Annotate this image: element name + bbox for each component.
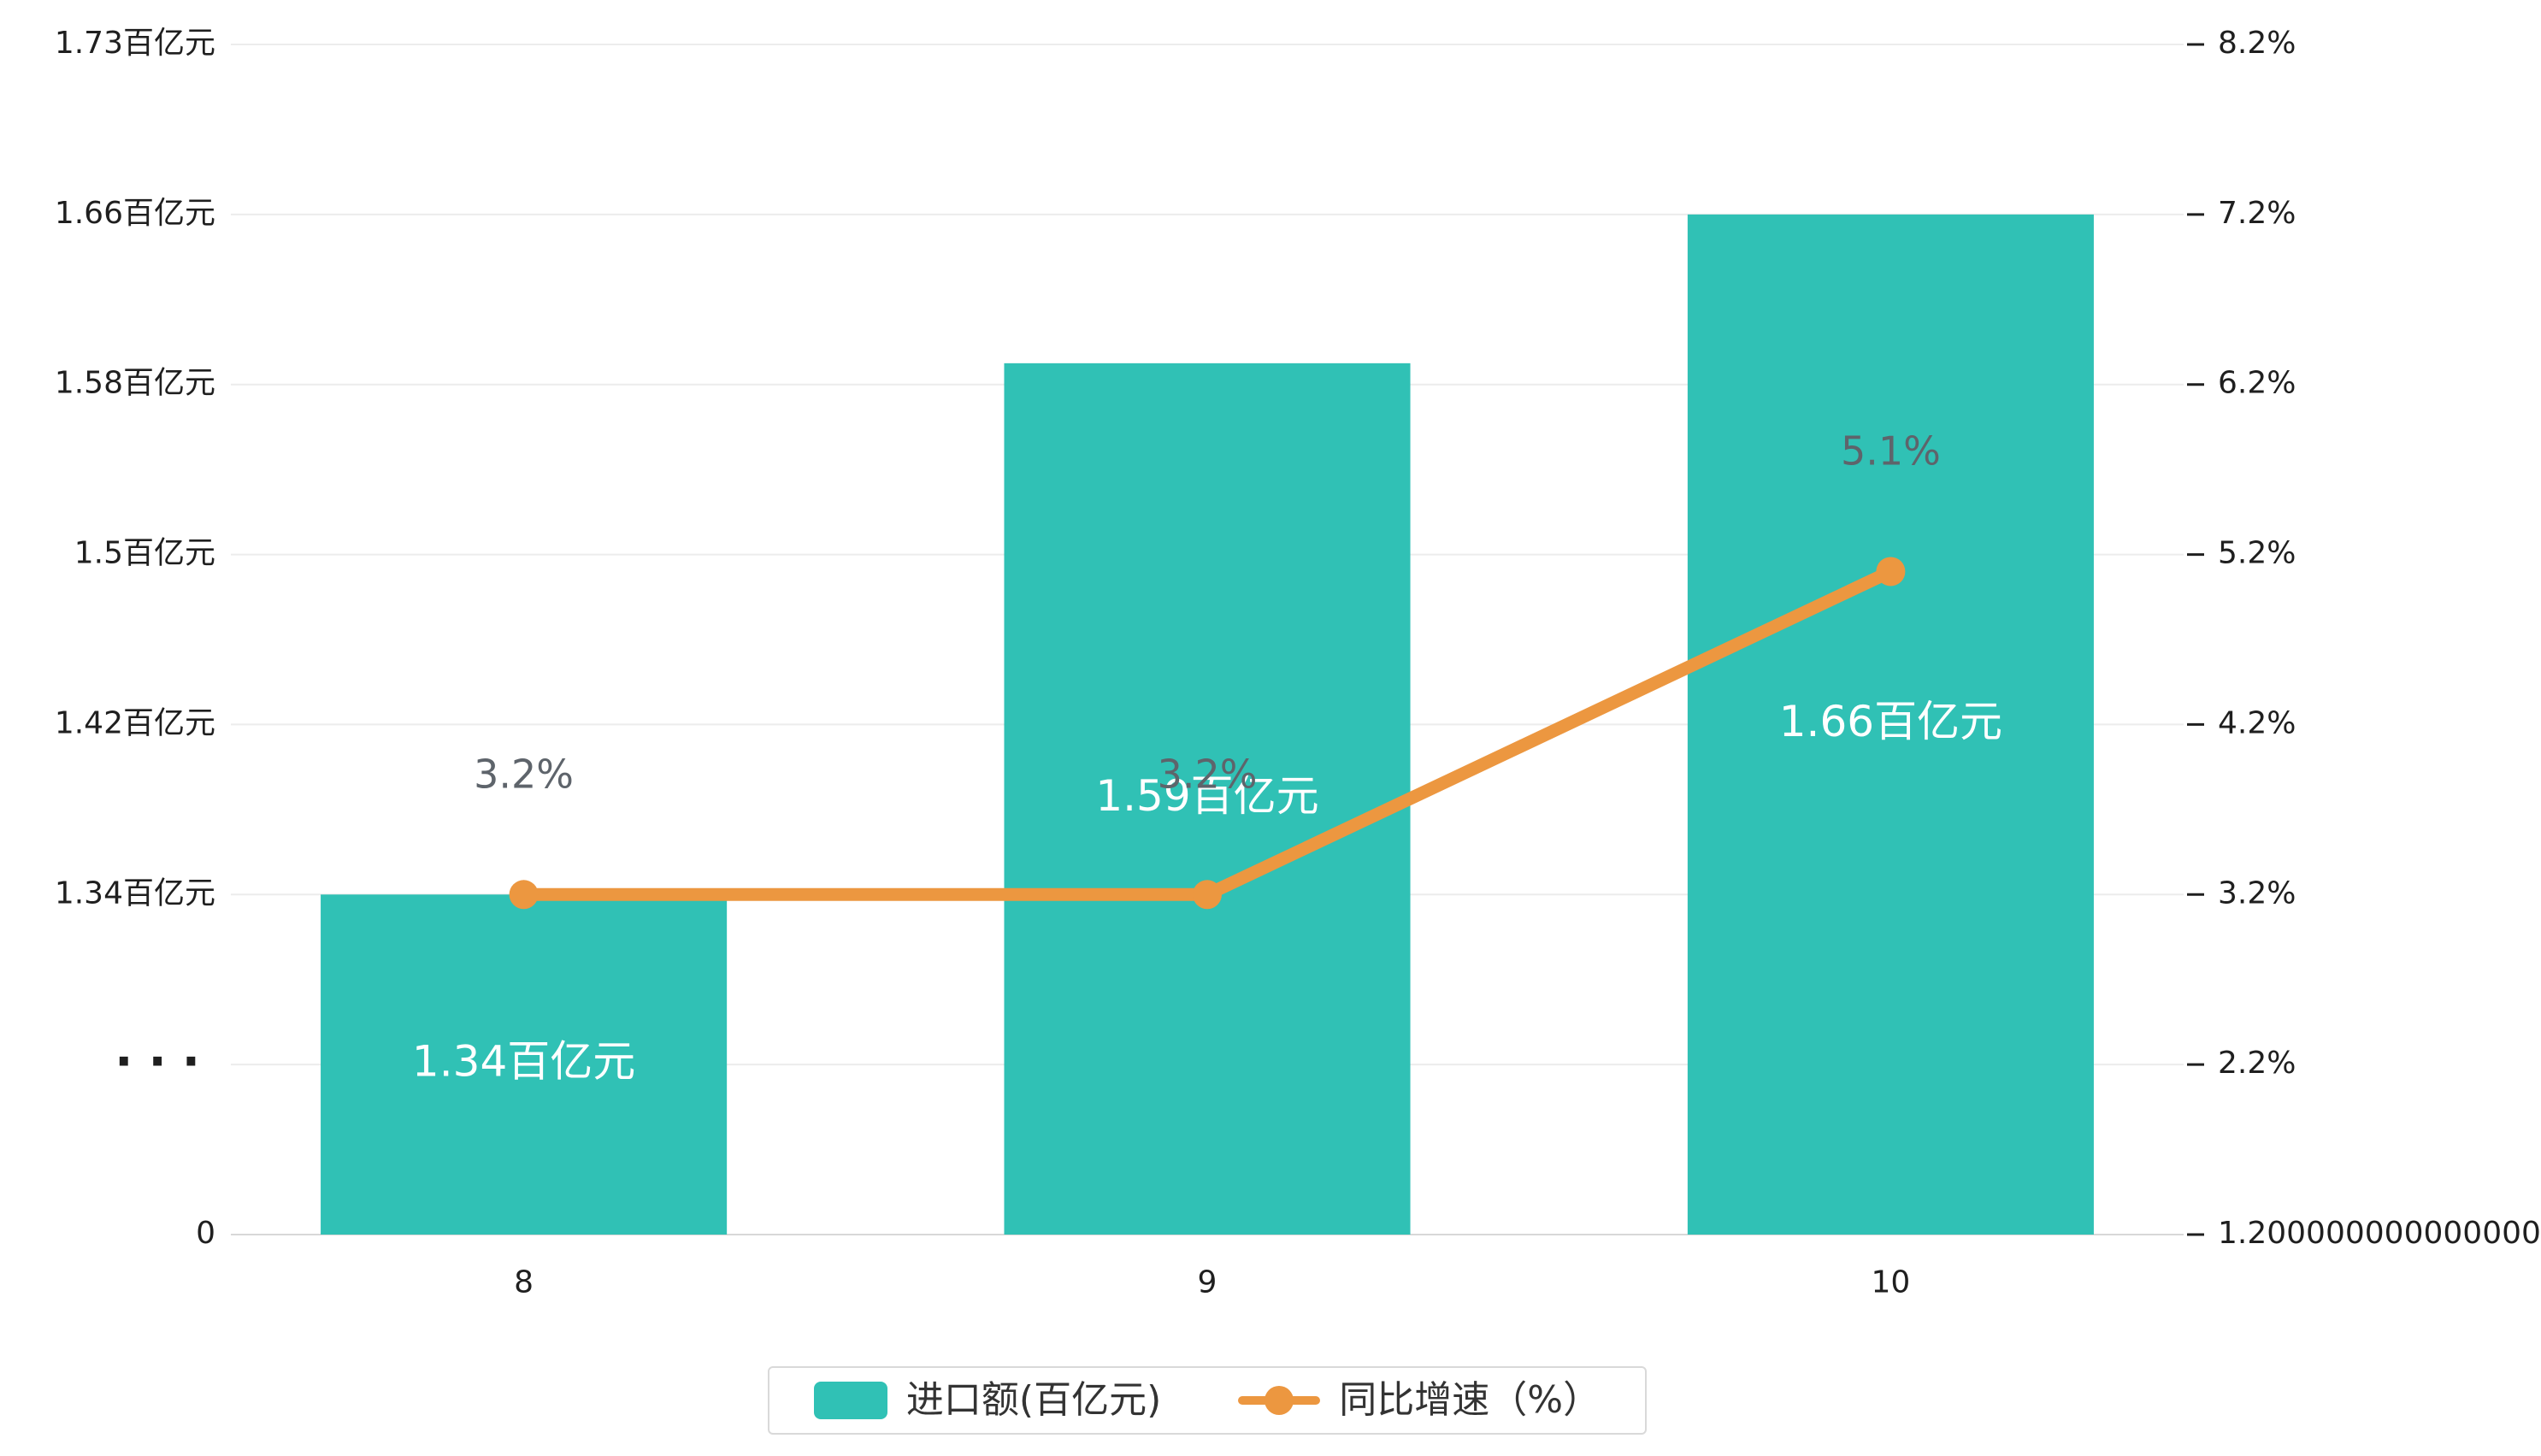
bar-value-label: 1.34百亿元 [412, 1037, 635, 1087]
legend: 进口额(百亿元) 同比增速（%） [231, 1366, 2184, 1435]
bar-month-9[interactable] [1004, 363, 1411, 1235]
bar-value-label: 1.66百亿元 [1779, 697, 2002, 746]
line-point-month-8[interactable] [509, 880, 539, 910]
right-axis-tick-label: 3.2% [2218, 875, 2296, 911]
left-axis-tick-label: 1.42百亿元 [55, 705, 215, 740]
left-axis-tick-label: 1.66百亿元 [55, 196, 215, 231]
bar-legend-swatch-icon [813, 1382, 887, 1419]
left-axis-tick-label: 0 [196, 1216, 215, 1251]
line-value-label: 3.2% [1158, 751, 1258, 797]
legend-item-yoy-growth[interactable]: 同比增速（%） [1238, 1382, 1601, 1419]
legend-box: 进口额(百亿元) 同比增速（%） [767, 1366, 1648, 1435]
line-value-label: 5.1% [1841, 427, 1941, 474]
line-legend-dot-icon [1265, 1386, 1294, 1415]
left-axis-tick-label: 1.58百亿元 [55, 366, 215, 401]
bar-month-10[interactable] [1687, 214, 2094, 1235]
right-axis-tick-label: 1.2000000000000002% [2218, 1216, 2541, 1251]
legend-label-import-value: 进口额(百亿元) [905, 1378, 1162, 1422]
x-axis-tick-label: 9 [1198, 1265, 1217, 1300]
line-value-label: 3.2% [474, 751, 574, 797]
right-axis-tick-label: 2.2% [2218, 1046, 2296, 1081]
left-axis-tick-label: 1.5百亿元 [74, 536, 215, 571]
line-point-month-10[interactable] [1876, 557, 1906, 587]
right-axis-tick-label: 8.2% [2218, 26, 2296, 61]
right-axis-tick-label: 6.2% [2218, 366, 2296, 401]
right-axis-tick-label: 7.2% [2218, 196, 2296, 231]
left-axis-tick-label: ··· [115, 1034, 215, 1089]
legend-label-yoy-growth: 同比增速（%） [1339, 1378, 1601, 1422]
line-legend-swatch-icon [1238, 1382, 1321, 1419]
legend-item-import-value[interactable]: 进口额(百亿元) [813, 1378, 1162, 1422]
x-axis-tick-label: 8 [514, 1265, 534, 1300]
bar-value-label: 1.59百亿元 [1095, 771, 1318, 821]
left-axis-tick-label: 1.34百亿元 [55, 875, 215, 911]
left-axis-tick-label: 1.73百亿元 [55, 26, 215, 61]
right-axis-tick-label: 5.2% [2218, 536, 2296, 571]
bar-month-8[interactable] [321, 894, 728, 1235]
right-axis-tick-label: 4.2% [2218, 705, 2296, 740]
x-axis-tick-label: 10 [1871, 1265, 1910, 1300]
line-point-month-9[interactable] [1193, 880, 1222, 910]
